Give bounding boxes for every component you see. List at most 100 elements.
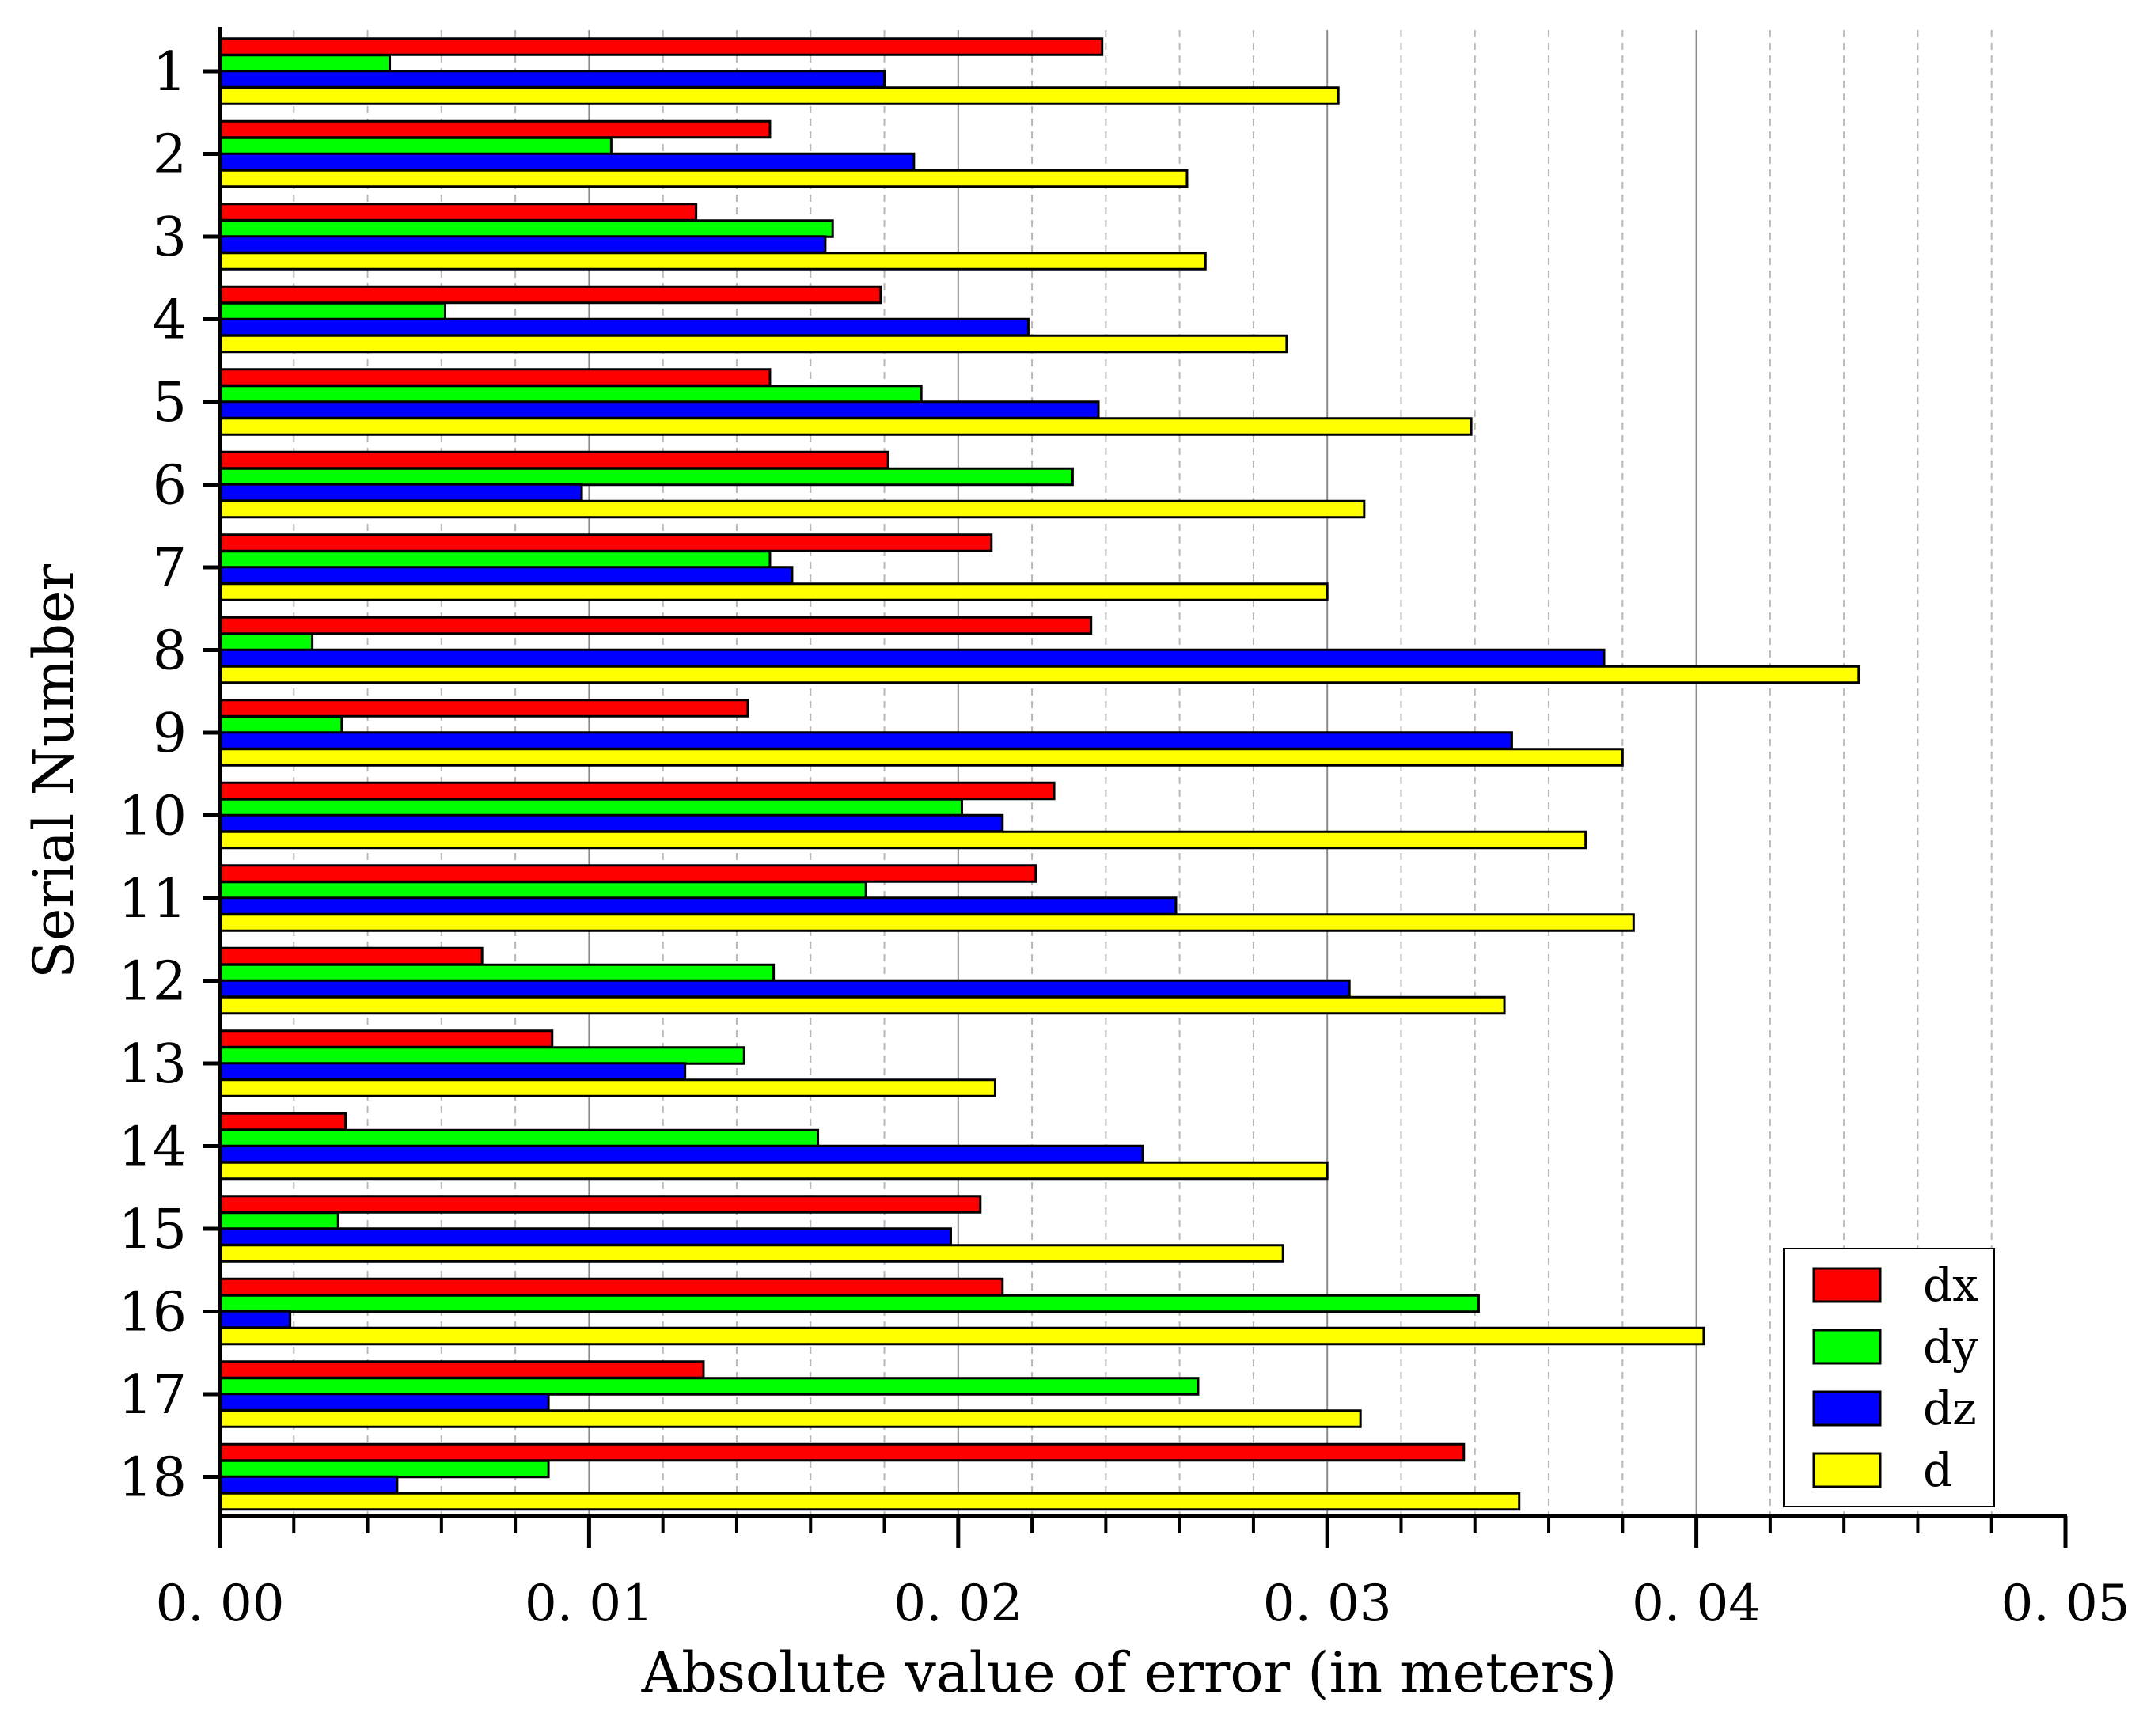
bar-dx-2 [218, 119, 772, 139]
y-tick-label: 4 [153, 290, 187, 352]
legend-label-d: d [1923, 1443, 1952, 1497]
bar-dz-11 [218, 896, 1178, 915]
bar-d-9 [218, 748, 1624, 767]
gridlines [293, 30, 1993, 1516]
y-tick-label: 18 [118, 1447, 187, 1510]
legend-swatch-d [1812, 1452, 1882, 1488]
bar-d-3 [218, 252, 1207, 271]
x-tick-label: 0. 01 [525, 1575, 654, 1633]
bar-d-8 [218, 665, 1860, 684]
bar-dx-5 [218, 368, 772, 387]
x-tick-label: 0. 02 [893, 1575, 1022, 1633]
bar-d-13 [218, 1078, 996, 1097]
bar-d-12 [218, 995, 1506, 1015]
legend-swatch-dy [1812, 1329, 1882, 1365]
bar-dz-7 [218, 566, 794, 585]
bar-dy-1 [218, 54, 392, 73]
bar-dz-6 [218, 483, 583, 502]
legend-swatch-dx [1812, 1267, 1882, 1303]
tick-labels: 0. 00 0. 01 0. 02 0. 03 0. 04 0. 05 12 3 4 5 6 7 8 9 1… [118, 41, 2130, 1633]
bar-dz-18 [218, 1475, 399, 1495]
y-tick-label: 13 [118, 1033, 187, 1096]
bar-dx-10 [218, 781, 1056, 801]
y-tick-label: 10 [118, 786, 187, 848]
y-tick-label: 9 [153, 703, 187, 765]
bar-dx-11 [218, 864, 1037, 883]
legend-label-dx: dx [1923, 1258, 1978, 1312]
y-tick-label: 3 [153, 207, 187, 269]
bar-dz-1 [218, 70, 886, 89]
legend-swatch-dz [1812, 1390, 1882, 1427]
y-tick-label: 16 [118, 1282, 187, 1344]
bar-d-10 [218, 830, 1587, 850]
bar-dy-2 [218, 136, 613, 156]
bar-dx-8 [218, 616, 1093, 635]
bar-dx-15 [218, 1195, 982, 1214]
bar-dy-18 [218, 1459, 550, 1479]
axes [203, 27, 2068, 1548]
y-tick-label: 17 [118, 1364, 187, 1427]
bar-d-7 [218, 582, 1329, 601]
bar-dy-16 [218, 1294, 1480, 1313]
bar-dx-18 [218, 1442, 1466, 1462]
bar-d-14 [218, 1161, 1329, 1181]
bar-dz-10 [218, 813, 1004, 833]
bar-dz-5 [218, 400, 1100, 419]
bar-dy-10 [218, 798, 963, 817]
bar-dz-4 [218, 317, 1030, 337]
bar-dy-7 [218, 550, 772, 569]
bar-d-16 [218, 1326, 1705, 1346]
bar-dx-7 [218, 533, 993, 552]
y-tick-label: 1 [153, 41, 187, 104]
bar-dx-6 [218, 450, 889, 470]
x-axis-title: Absolute value of error (in meters) [641, 1640, 1618, 1705]
bar-dz-16 [218, 1310, 292, 1329]
bar-dz-2 [218, 152, 916, 172]
bar-d-4 [218, 334, 1288, 354]
bar-dx-3 [218, 203, 698, 222]
bar-dx-1 [218, 37, 1104, 56]
x-tick-label: 0. 03 [1263, 1575, 1392, 1633]
bar-dx-16 [218, 1277, 1004, 1297]
x-tick-label: 0. 04 [1632, 1575, 1761, 1633]
bar-dy-14 [218, 1128, 820, 1148]
bar-d-15 [218, 1244, 1284, 1263]
bar-d-11 [218, 913, 1635, 932]
legend-label-dy: dy [1923, 1320, 1978, 1374]
y-tick-label: 8 [153, 620, 187, 683]
bar-dy-3 [218, 219, 834, 238]
bar-dz-8 [218, 648, 1606, 668]
bar-dz-15 [218, 1227, 952, 1246]
y-tick-label: 7 [153, 537, 187, 600]
bar-d-6 [218, 499, 1366, 519]
y-tick-label: 14 [118, 1116, 187, 1179]
bar-dx-14 [218, 1112, 347, 1131]
bar-dz-14 [218, 1144, 1144, 1164]
bar-d-17 [218, 1409, 1362, 1428]
x-tick-label: 0. 05 [2001, 1575, 2130, 1633]
bar-dx-9 [218, 699, 749, 718]
bar-d-18 [218, 1492, 1521, 1511]
y-tick-label: 6 [153, 455, 187, 517]
legend: dx dy dz d [1783, 1248, 1995, 1507]
bar-dz-17 [218, 1393, 550, 1412]
bar-d-2 [218, 169, 1189, 188]
legend-label-dz: dz [1923, 1382, 1977, 1435]
y-tick-label: 15 [118, 1199, 187, 1261]
bar-dx-12 [218, 946, 484, 966]
bar-dy-15 [218, 1211, 339, 1230]
bar-dx-17 [218, 1360, 705, 1379]
y-tick-label: 12 [118, 951, 187, 1014]
y-tick-label: 5 [153, 372, 187, 434]
bar-dy-5 [218, 385, 923, 404]
bar-d-1 [218, 86, 1340, 105]
bar-dy-6 [218, 467, 1074, 487]
bar-dy-9 [218, 715, 343, 734]
y-tick-label: 11 [118, 868, 187, 931]
bar-dy-11 [218, 881, 867, 900]
bar-dz-13 [218, 1062, 687, 1081]
x-tick-label: 0. 00 [156, 1575, 285, 1633]
bar-dz-3 [218, 235, 827, 254]
